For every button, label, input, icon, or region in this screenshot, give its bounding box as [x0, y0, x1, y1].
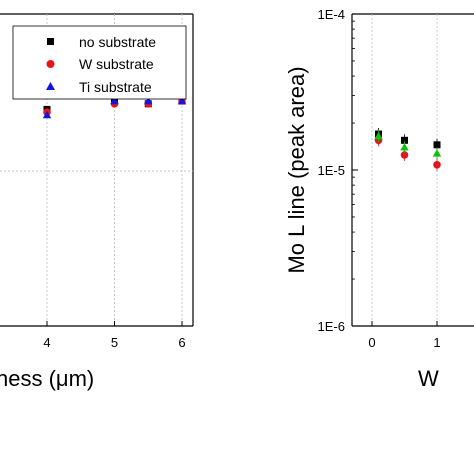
right-data-points: [374, 128, 442, 171]
right-data-point: [401, 136, 408, 144]
legend-square-marker: [47, 38, 54, 45]
left-plot-area: [0, 13, 194, 327]
legend-label-no-substrate: no substrate: [79, 34, 156, 50]
right-y-axis-title: Mo L line (peak area): [284, 66, 309, 273]
right-x-tick-label: 0: [368, 335, 375, 350]
left-data-point: [144, 96, 153, 105]
left-data-points: [42, 96, 187, 119]
legend-triangle-marker: [46, 82, 55, 90]
right-grid: [371, 14, 438, 326]
legend-label-ti-substrate: Ti substrate: [79, 79, 152, 95]
right-data-point: [433, 160, 441, 169]
right-x-tick-label: 1: [433, 335, 440, 350]
left-data-point: [110, 96, 119, 105]
left-x-tick-label: 4: [43, 335, 50, 350]
legend: no substrate W substrate Ti substrate: [12, 25, 187, 100]
left-data-point: [42, 110, 52, 119]
legend-label-w-substrate: W substrate: [79, 56, 154, 72]
right-data-point: [374, 131, 383, 140]
right-x-axis-title: W: [418, 366, 439, 391]
right-data-point: [400, 151, 409, 159]
right-y-tick-label: 1E-4: [318, 7, 345, 22]
left-x-ticks: 4 5 6: [43, 321, 186, 350]
right-plot-area: [351, 13, 474, 327]
right-data-point: [432, 149, 442, 157]
left-x-tick-label: 5: [111, 335, 118, 350]
left-x-axis-title: ness (μm): [0, 366, 94, 391]
right-data-point: [433, 141, 441, 149]
left-x-tick-label: 6: [178, 335, 185, 350]
right-y-tick-label: 1E-6: [318, 319, 345, 334]
right-y-tick-label: 1E-5: [318, 163, 345, 178]
legend-circle-marker: [46, 60, 55, 68]
left-data-point: [177, 96, 187, 105]
right-data-point: [400, 143, 409, 151]
legend-box: [12, 25, 187, 100]
right-y-ticks: 1E-4 1E-5 1E-6: [318, 7, 358, 334]
